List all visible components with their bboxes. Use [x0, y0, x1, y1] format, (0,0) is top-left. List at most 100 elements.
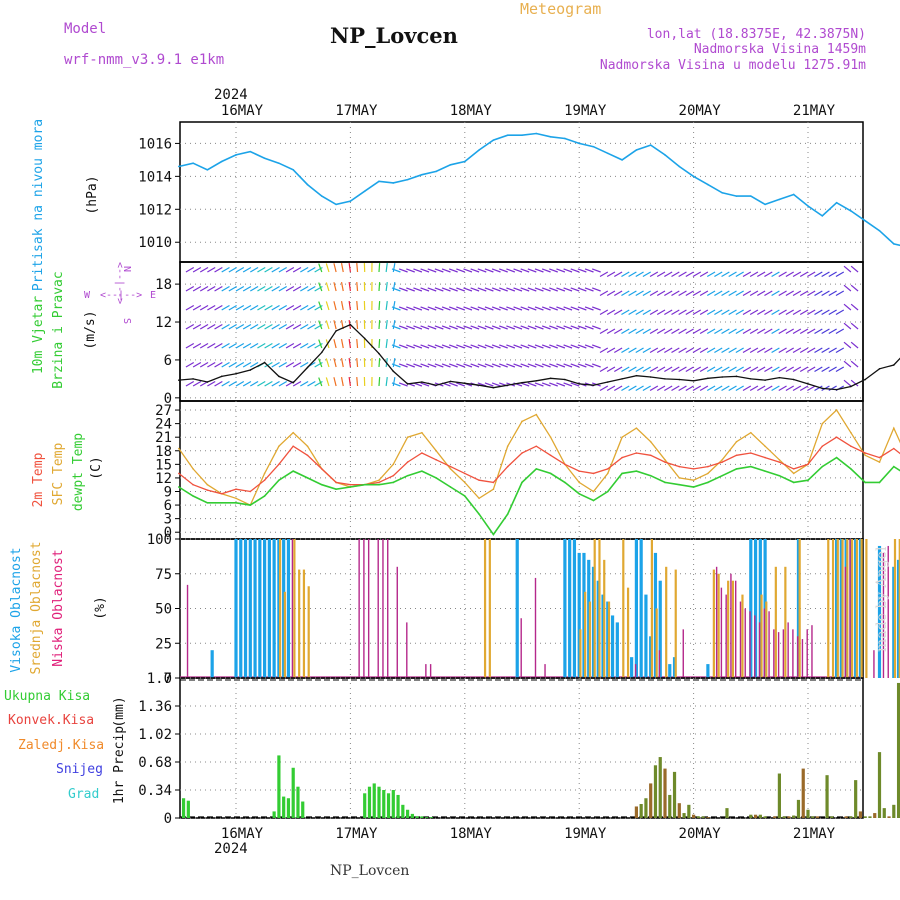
- mid-cloud-bar: [598, 539, 601, 678]
- wind-arrow: [340, 282, 344, 292]
- mid-cloud-bar: [798, 539, 801, 678]
- wind-arrow: [656, 309, 666, 316]
- wind-arrow: [685, 385, 694, 392]
- wind-arrow: [520, 306, 530, 311]
- wind-arrow: [635, 309, 644, 316]
- wind-arrow: [577, 306, 587, 311]
- wind-arrow: [635, 271, 644, 278]
- dewpt-temp-line-point: [578, 492, 580, 495]
- wind-arrow: [228, 342, 237, 349]
- sfc-temp-line-point: [664, 459, 666, 461]
- wind-arrow: [398, 306, 408, 311]
- bottom-day-label: 17MAY: [335, 826, 378, 842]
- sfc-temp-line-point: [435, 449, 438, 452]
- wind-arrow: [534, 287, 544, 292]
- wind-arrow: [406, 268, 415, 273]
- wind-arrow: [671, 328, 680, 335]
- wind-arrow: [420, 325, 430, 330]
- wind-arrow: [413, 268, 423, 273]
- wind-arrow: [484, 287, 494, 292]
- 2m-temp-line-point: [864, 452, 866, 454]
- bottom-year-label: 2024: [214, 841, 248, 857]
- total-rain-bar: [401, 804, 405, 818]
- sfc-temp-line-point: [764, 445, 766, 448]
- wind-arrow: [398, 287, 408, 292]
- wind-speed-line-point: [835, 388, 838, 391]
- wind-arrow: [441, 287, 451, 292]
- wind-arrow: [807, 366, 816, 373]
- wind-arrow: [292, 285, 302, 292]
- wind-arrow: [484, 344, 494, 349]
- wind-arrow: [599, 309, 609, 316]
- wind-arrow: [778, 290, 787, 297]
- wind-arrow: [742, 347, 752, 354]
- wind-arrow: [448, 382, 458, 387]
- wind-arrow: [835, 290, 845, 297]
- wind-arrow: [692, 328, 702, 335]
- 2m-temp-line-point: [506, 465, 509, 468]
- pressure-line-point: [435, 170, 438, 173]
- wind-arrow: [420, 363, 430, 368]
- wind-arrow: [398, 268, 408, 273]
- wind-arrow: [757, 328, 766, 335]
- wind-arrow: [285, 266, 295, 273]
- 2m-temp-line-point: [764, 456, 766, 459]
- wind-arrow: [577, 344, 587, 349]
- wind-arrow: [340, 301, 344, 311]
- wind-arrow: [835, 328, 845, 335]
- wind-speed-line-point: [635, 374, 638, 377]
- total-rain-bar: [801, 768, 805, 818]
- wind-arrow: [721, 347, 730, 354]
- 2m-temp-line-point: [435, 459, 438, 461]
- wind-arrow: [278, 361, 287, 368]
- dewpt-temp-line-point: [893, 465, 895, 468]
- mid-cloud-bar: [851, 539, 854, 678]
- wind-arrow: [843, 265, 852, 273]
- wind-arrow: [628, 290, 637, 297]
- 2m-temp-line-point: [206, 489, 209, 491]
- pressure-line-point: [535, 132, 538, 135]
- pressure-line-point: [649, 144, 652, 146]
- pressure-line-point: [635, 149, 638, 151]
- wind-arrow: [285, 323, 295, 330]
- wind-arrow: [742, 309, 752, 316]
- wind-arrow: [599, 385, 609, 392]
- low-cloud-bar: [777, 632, 780, 678]
- wind-arrow: [764, 347, 773, 354]
- high-cloud-bar: [248, 539, 252, 678]
- wind-arrow: [649, 290, 659, 297]
- low-cloud-bar: [873, 650, 875, 678]
- wind-arrow: [192, 361, 202, 368]
- wind-arrow: [235, 323, 245, 330]
- pressure-line-point: [192, 162, 194, 164]
- wind-arrow: [307, 285, 316, 292]
- high-cloud-bar: [668, 664, 672, 678]
- sfc-temp-line-point: [649, 440, 652, 443]
- wind-arrow: [799, 309, 809, 316]
- wind-arrow: [506, 287, 516, 292]
- low-cloud-bar: [844, 566, 847, 678]
- dewpt-temp-line-point: [649, 474, 652, 477]
- wind-speed-line-point: [235, 373, 237, 375]
- total-rain-bar: [830, 816, 834, 818]
- wind-arrow: [413, 344, 423, 349]
- wind-arrow: [742, 290, 752, 297]
- wind-arrow: [692, 385, 702, 392]
- pressure-line-point: [621, 159, 623, 161]
- wind-arrow: [185, 285, 195, 292]
- wind-arrow: [434, 268, 444, 273]
- low-cloud-bar: [367, 539, 370, 678]
- pressure-line-point: [850, 210, 852, 212]
- wind-arrow: [499, 325, 508, 330]
- dewpt-temp-line-point: [735, 468, 738, 470]
- wind-arrow: [228, 380, 237, 387]
- wind-arrow: [318, 263, 323, 273]
- wind-arrow: [314, 285, 323, 292]
- low-cloud-bar: [887, 545, 889, 678]
- sfc-temp-line-point: [521, 420, 523, 423]
- wind-speed-line-point: [306, 366, 309, 369]
- wind-arrow: [250, 266, 259, 273]
- wind-arrow: [385, 281, 388, 292]
- wind-arrow: [771, 290, 780, 297]
- wind-arrow: [427, 268, 437, 273]
